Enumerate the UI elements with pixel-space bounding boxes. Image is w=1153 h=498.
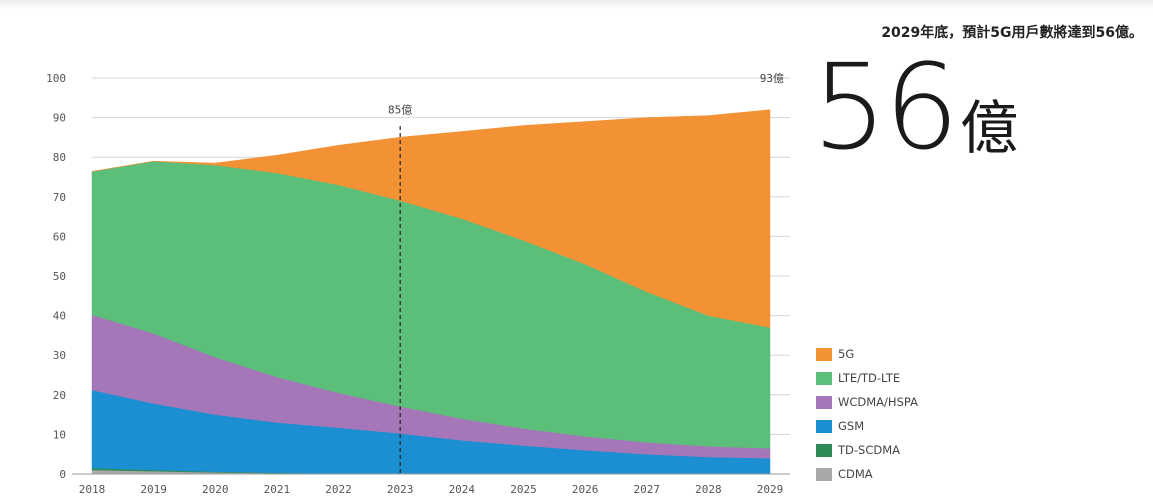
legend-item: GSM bbox=[816, 414, 918, 438]
top-strip bbox=[0, 0, 1153, 10]
x-tick-label: 2023 bbox=[387, 483, 414, 496]
y-tick-label: 40 bbox=[53, 310, 66, 323]
headline-text: 2029年底，預計5G用戶數將達到56億。 bbox=[881, 25, 1143, 41]
legend-swatch bbox=[816, 443, 832, 457]
x-tick-label: 2025 bbox=[510, 483, 537, 496]
legend-item: WCDMA/HSPA bbox=[816, 390, 918, 414]
y-tick-label: 20 bbox=[53, 389, 66, 402]
area-series bbox=[91, 109, 771, 475]
x-tick-label: 2019 bbox=[140, 483, 167, 496]
y-tick-label: 50 bbox=[53, 270, 66, 283]
chart-legend: 5G LTE/TD-LTE WCDMA/HSPA GSM TD-SCDMA CDMA bbox=[816, 342, 918, 486]
y-tick-label: 80 bbox=[53, 151, 66, 164]
y-tick-label: 70 bbox=[53, 191, 66, 204]
legend-label: GSM bbox=[838, 419, 865, 433]
y-tick-label: 60 bbox=[53, 230, 66, 243]
legend-swatch bbox=[816, 347, 832, 361]
y-tick-label: 0 bbox=[59, 468, 66, 481]
x-tick-label: 2024 bbox=[449, 483, 476, 496]
annotations: 85億 93億 bbox=[388, 72, 784, 474]
stacked-area-chart: 85億 93億 0 10 20 30 40 50 60 70 80 90 100 2018 2019 202… bbox=[46, 72, 790, 496]
legend-label: LTE/TD-LTE bbox=[838, 371, 901, 385]
x-tick-label: 2020 bbox=[202, 483, 229, 496]
big-number-unit: 億 bbox=[960, 94, 1019, 162]
legend-swatch bbox=[816, 395, 832, 409]
x-tick-label: 2018 bbox=[79, 483, 106, 496]
y-tick-label: 100 bbox=[46, 72, 66, 85]
legend-label: 5G bbox=[838, 347, 855, 361]
x-tick-label: 2026 bbox=[572, 483, 599, 496]
y-tick-label: 30 bbox=[53, 349, 66, 362]
legend-item: LTE/TD-LTE bbox=[816, 366, 918, 390]
x-tick-label: 2027 bbox=[633, 483, 660, 496]
legend-label: WCDMA/HSPA bbox=[838, 395, 918, 409]
total-label-2029: 93億 bbox=[760, 72, 784, 85]
y-tick-label: 10 bbox=[53, 428, 66, 441]
legend-swatch bbox=[816, 371, 832, 385]
area-5g bbox=[91, 109, 771, 328]
legend-item: 5G bbox=[816, 342, 918, 366]
total-label-2023: 85億 bbox=[388, 104, 412, 117]
axes: 0 10 20 30 40 50 60 70 80 90 100 2018 2019 2020 2021 20… bbox=[46, 72, 790, 496]
y-tick-label: 90 bbox=[53, 112, 66, 125]
big-number-callout: 56億 bbox=[812, 48, 1018, 166]
legend-swatch bbox=[816, 419, 832, 433]
legend-item: CDMA bbox=[816, 462, 918, 486]
x-tick-label: 2022 bbox=[325, 483, 352, 496]
x-tick-label: 2021 bbox=[264, 483, 291, 496]
legend-swatch bbox=[816, 467, 832, 481]
legend-item: TD-SCDMA bbox=[816, 438, 918, 462]
big-number-value: 56 bbox=[812, 38, 959, 176]
x-tick-label: 2029 bbox=[757, 483, 784, 496]
legend-label: TD-SCDMA bbox=[838, 443, 901, 457]
legend-label: CDMA bbox=[838, 467, 873, 481]
x-tick-label: 2028 bbox=[695, 483, 722, 496]
